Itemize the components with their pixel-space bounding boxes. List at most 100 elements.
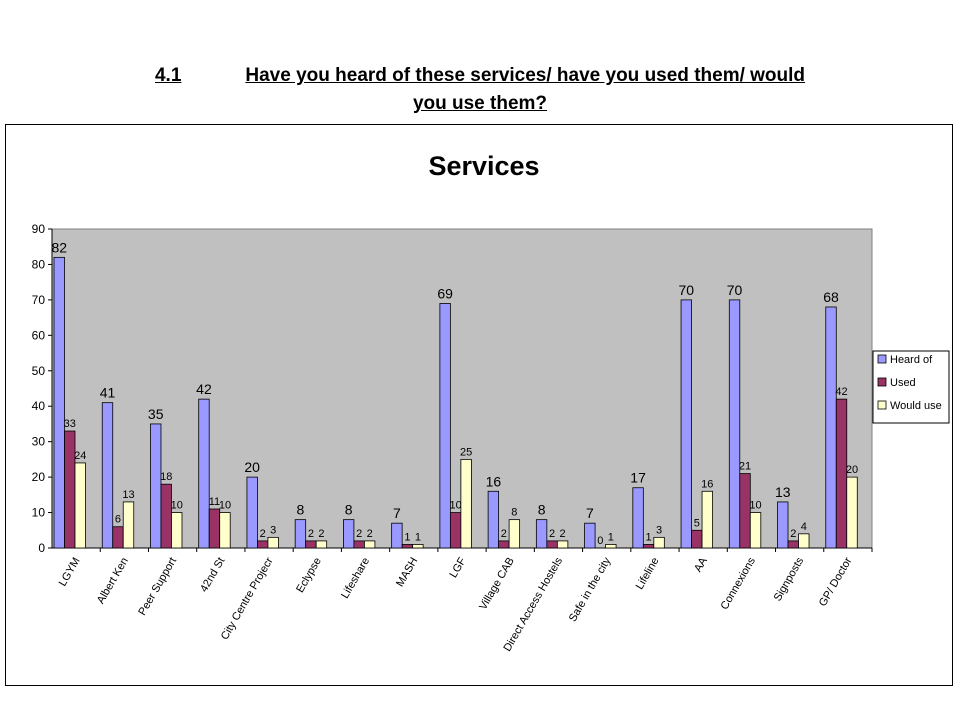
data-label: 8 xyxy=(511,507,517,519)
data-label: 1 xyxy=(646,531,652,543)
data-label: 10 xyxy=(450,500,462,512)
bar-used xyxy=(112,526,124,549)
data-label: 21 xyxy=(739,461,751,473)
data-label: 8 xyxy=(297,502,305,518)
chart-title: Services xyxy=(428,151,539,181)
category-label: LGYM xyxy=(57,556,83,589)
data-label: 33 xyxy=(64,418,76,430)
data-label: 2 xyxy=(549,528,555,540)
legend-swatch xyxy=(877,400,887,410)
heading-line-1: Have you heard of these services/ have y… xyxy=(245,65,806,86)
data-label: 42 xyxy=(196,381,212,397)
bar-heard-of xyxy=(439,303,451,549)
data-label: 82 xyxy=(51,239,67,255)
bar-heard-of xyxy=(487,490,500,549)
bar-would-use xyxy=(364,540,376,549)
y-tick-label: 0 xyxy=(38,541,45,555)
data-label: 13 xyxy=(122,489,134,501)
data-label: 70 xyxy=(679,282,695,298)
bar-would-use xyxy=(412,544,424,549)
data-label: 1 xyxy=(415,531,421,543)
data-label: 2 xyxy=(790,528,796,540)
legend-swatch xyxy=(877,377,887,387)
data-label: 10 xyxy=(219,500,231,512)
bar-would-use xyxy=(171,512,183,549)
bar-used xyxy=(353,540,365,549)
y-tick-label: 10 xyxy=(32,506,46,520)
data-label: 42 xyxy=(835,386,847,398)
bar-would-use xyxy=(219,512,231,549)
data-label: 7 xyxy=(393,505,401,521)
bar-used xyxy=(835,398,848,549)
y-tick-label: 50 xyxy=(32,364,46,378)
bar-used xyxy=(498,540,510,549)
data-label: 18 xyxy=(160,471,172,483)
bar-would-use xyxy=(846,476,858,549)
bar-would-use xyxy=(460,458,472,549)
bar-heard-of xyxy=(343,519,355,549)
category-label: AA xyxy=(692,555,710,574)
bar-would-use xyxy=(122,501,135,549)
bar-would-use xyxy=(74,462,86,549)
data-label: 24 xyxy=(74,450,86,462)
bar-heard-of xyxy=(825,306,837,549)
bar-would-use xyxy=(508,519,521,549)
y-tick-label: 60 xyxy=(32,328,46,342)
bar-heard-of xyxy=(584,522,596,549)
category-label: MASH xyxy=(394,555,420,589)
bar-heard-of xyxy=(246,476,258,549)
bar-would-use xyxy=(701,490,713,549)
bar-heard-of xyxy=(680,299,692,549)
data-label: 2 xyxy=(308,528,314,540)
category-label: Connexions xyxy=(719,555,759,612)
y-tick-label: 40 xyxy=(32,399,46,413)
bar-heard-of xyxy=(728,299,741,549)
data-label: 5 xyxy=(694,517,700,529)
category-label: Lifeline xyxy=(634,556,662,592)
data-label: 10 xyxy=(171,500,183,512)
y-tick-label: 90 xyxy=(32,222,46,236)
bar-would-use xyxy=(749,512,762,549)
legend-label: Heard of xyxy=(890,354,933,366)
bar-used xyxy=(787,540,799,549)
category-label: Safe in the city xyxy=(567,555,614,624)
legend-label: Would use xyxy=(890,400,942,412)
page-heading: 4.1 Have you heard of these services/ hav… xyxy=(0,62,960,118)
bar-would-use xyxy=(315,540,328,549)
bar-heard-of xyxy=(150,423,162,549)
category-label: Peer Support xyxy=(136,556,179,618)
data-label: 17 xyxy=(630,470,646,486)
data-label: 16 xyxy=(701,478,713,490)
data-label: 41 xyxy=(100,385,116,401)
data-label: 7 xyxy=(586,505,594,521)
bar-would-use xyxy=(267,536,279,549)
data-label: 6 xyxy=(115,514,121,526)
data-label: 1 xyxy=(608,531,614,543)
category-label: 42nd St xyxy=(198,556,227,595)
y-tick-label: 20 xyxy=(32,470,46,484)
category-label: LGF xyxy=(448,555,469,580)
bar-heard-of xyxy=(198,398,210,549)
bar-used xyxy=(257,540,269,549)
legend-label: Used xyxy=(890,377,916,389)
data-label: 2 xyxy=(356,528,362,540)
data-label: 69 xyxy=(437,285,453,301)
bar-would-use xyxy=(653,536,665,549)
bar-would-use xyxy=(556,540,569,549)
data-label: 0 xyxy=(597,535,603,547)
category-label: City Centre Projecr xyxy=(219,555,276,642)
data-label: 11 xyxy=(209,496,220,508)
data-label: 2 xyxy=(318,528,324,540)
bar-heard-of xyxy=(294,519,307,549)
bar-used xyxy=(546,540,558,549)
heading-line-2: you use them? xyxy=(412,93,548,114)
data-label: 8 xyxy=(538,502,546,518)
y-tick-label: 30 xyxy=(32,435,46,449)
bar-would-use xyxy=(798,533,810,549)
bar-used xyxy=(160,483,172,549)
data-label: 2 xyxy=(560,528,566,540)
services-chart: Services0102030405060708090823324LGYM416… xyxy=(32,151,950,654)
category-label: Albert Ken xyxy=(95,556,131,606)
bar-heard-of xyxy=(632,487,644,549)
category-label: Eclypse xyxy=(294,556,324,595)
